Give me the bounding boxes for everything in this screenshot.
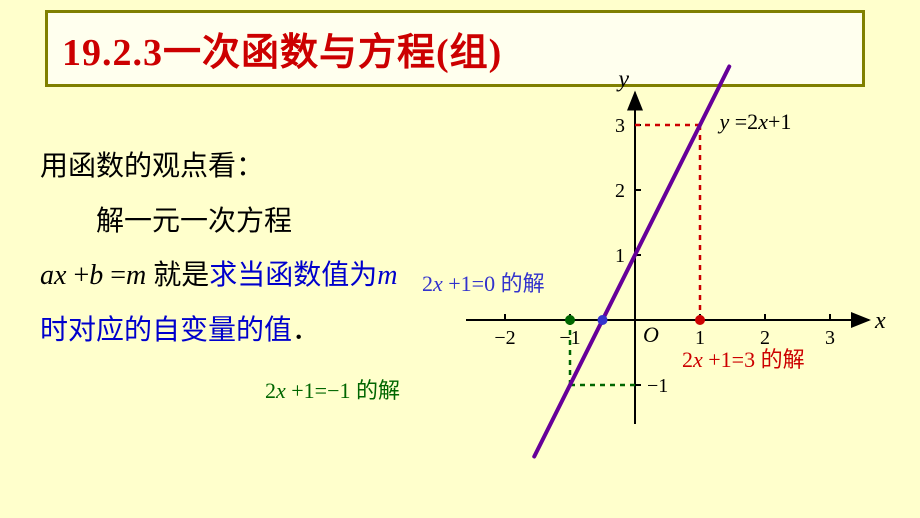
eq-b: b — [89, 260, 103, 291]
y-tick-label: 3 — [615, 115, 625, 137]
body-line3b: 求当函数值为 — [209, 260, 377, 291]
annotation-eqneg1: 2x +1=−1 的解 — [265, 378, 400, 403]
body-line3a: 就是 — [146, 260, 209, 291]
eq-x: x — [54, 260, 66, 291]
function-line — [534, 67, 729, 457]
body-line1: 用函数的观点看： — [40, 151, 264, 182]
x-tick-label: 3 — [825, 327, 835, 349]
x-tick-label: 2 — [760, 327, 770, 349]
body-text: 用函数的观点看： 解一元一次方程 ax +b =m 就是求当函数值为m时对应的自… — [40, 140, 420, 358]
eq-eq: = — [103, 260, 126, 291]
guide-point-to_yneg1 — [565, 315, 575, 325]
x-tick-label: −2 — [494, 327, 515, 349]
x-axis-label: x — [874, 308, 886, 334]
y-tick-label: −1 — [647, 375, 668, 397]
body-period: ． — [292, 315, 320, 346]
y-tick-label: 2 — [615, 180, 625, 202]
body-line3c: 时对应的自变量的值 — [40, 315, 292, 346]
eq-a: a — [40, 260, 54, 291]
y-axis-label: y — [616, 67, 629, 93]
eq-m: m — [126, 260, 146, 291]
x-intercept-point — [598, 315, 608, 325]
annotation-eq0: 2x +1=0 的解 — [422, 271, 545, 296]
chart-svg: Oxy−2−1123−1123y =2x+12x +1=0 的解2x +1=−1… — [440, 115, 910, 515]
eq-plus: + — [66, 260, 89, 291]
chart-region: Oxy−2−1123−1123y =2x+12x +1=0 的解2x +1=−1… — [440, 115, 910, 515]
title-box: 19.2.3一次函数与方程(组) — [45, 10, 865, 87]
function-label: y =2x+1 — [718, 109, 792, 134]
body-indent — [40, 195, 96, 250]
y-tick-label: 1 — [615, 245, 625, 267]
body-line3m: m — [377, 260, 397, 291]
x-tick-label: 1 — [695, 327, 705, 349]
body-line2a: 解一元一次方程 — [96, 206, 292, 237]
annotation-eq3: 2x +1=3 的解 — [682, 347, 805, 372]
guide-point-to_y3 — [695, 315, 705, 325]
origin-label: O — [643, 322, 659, 347]
